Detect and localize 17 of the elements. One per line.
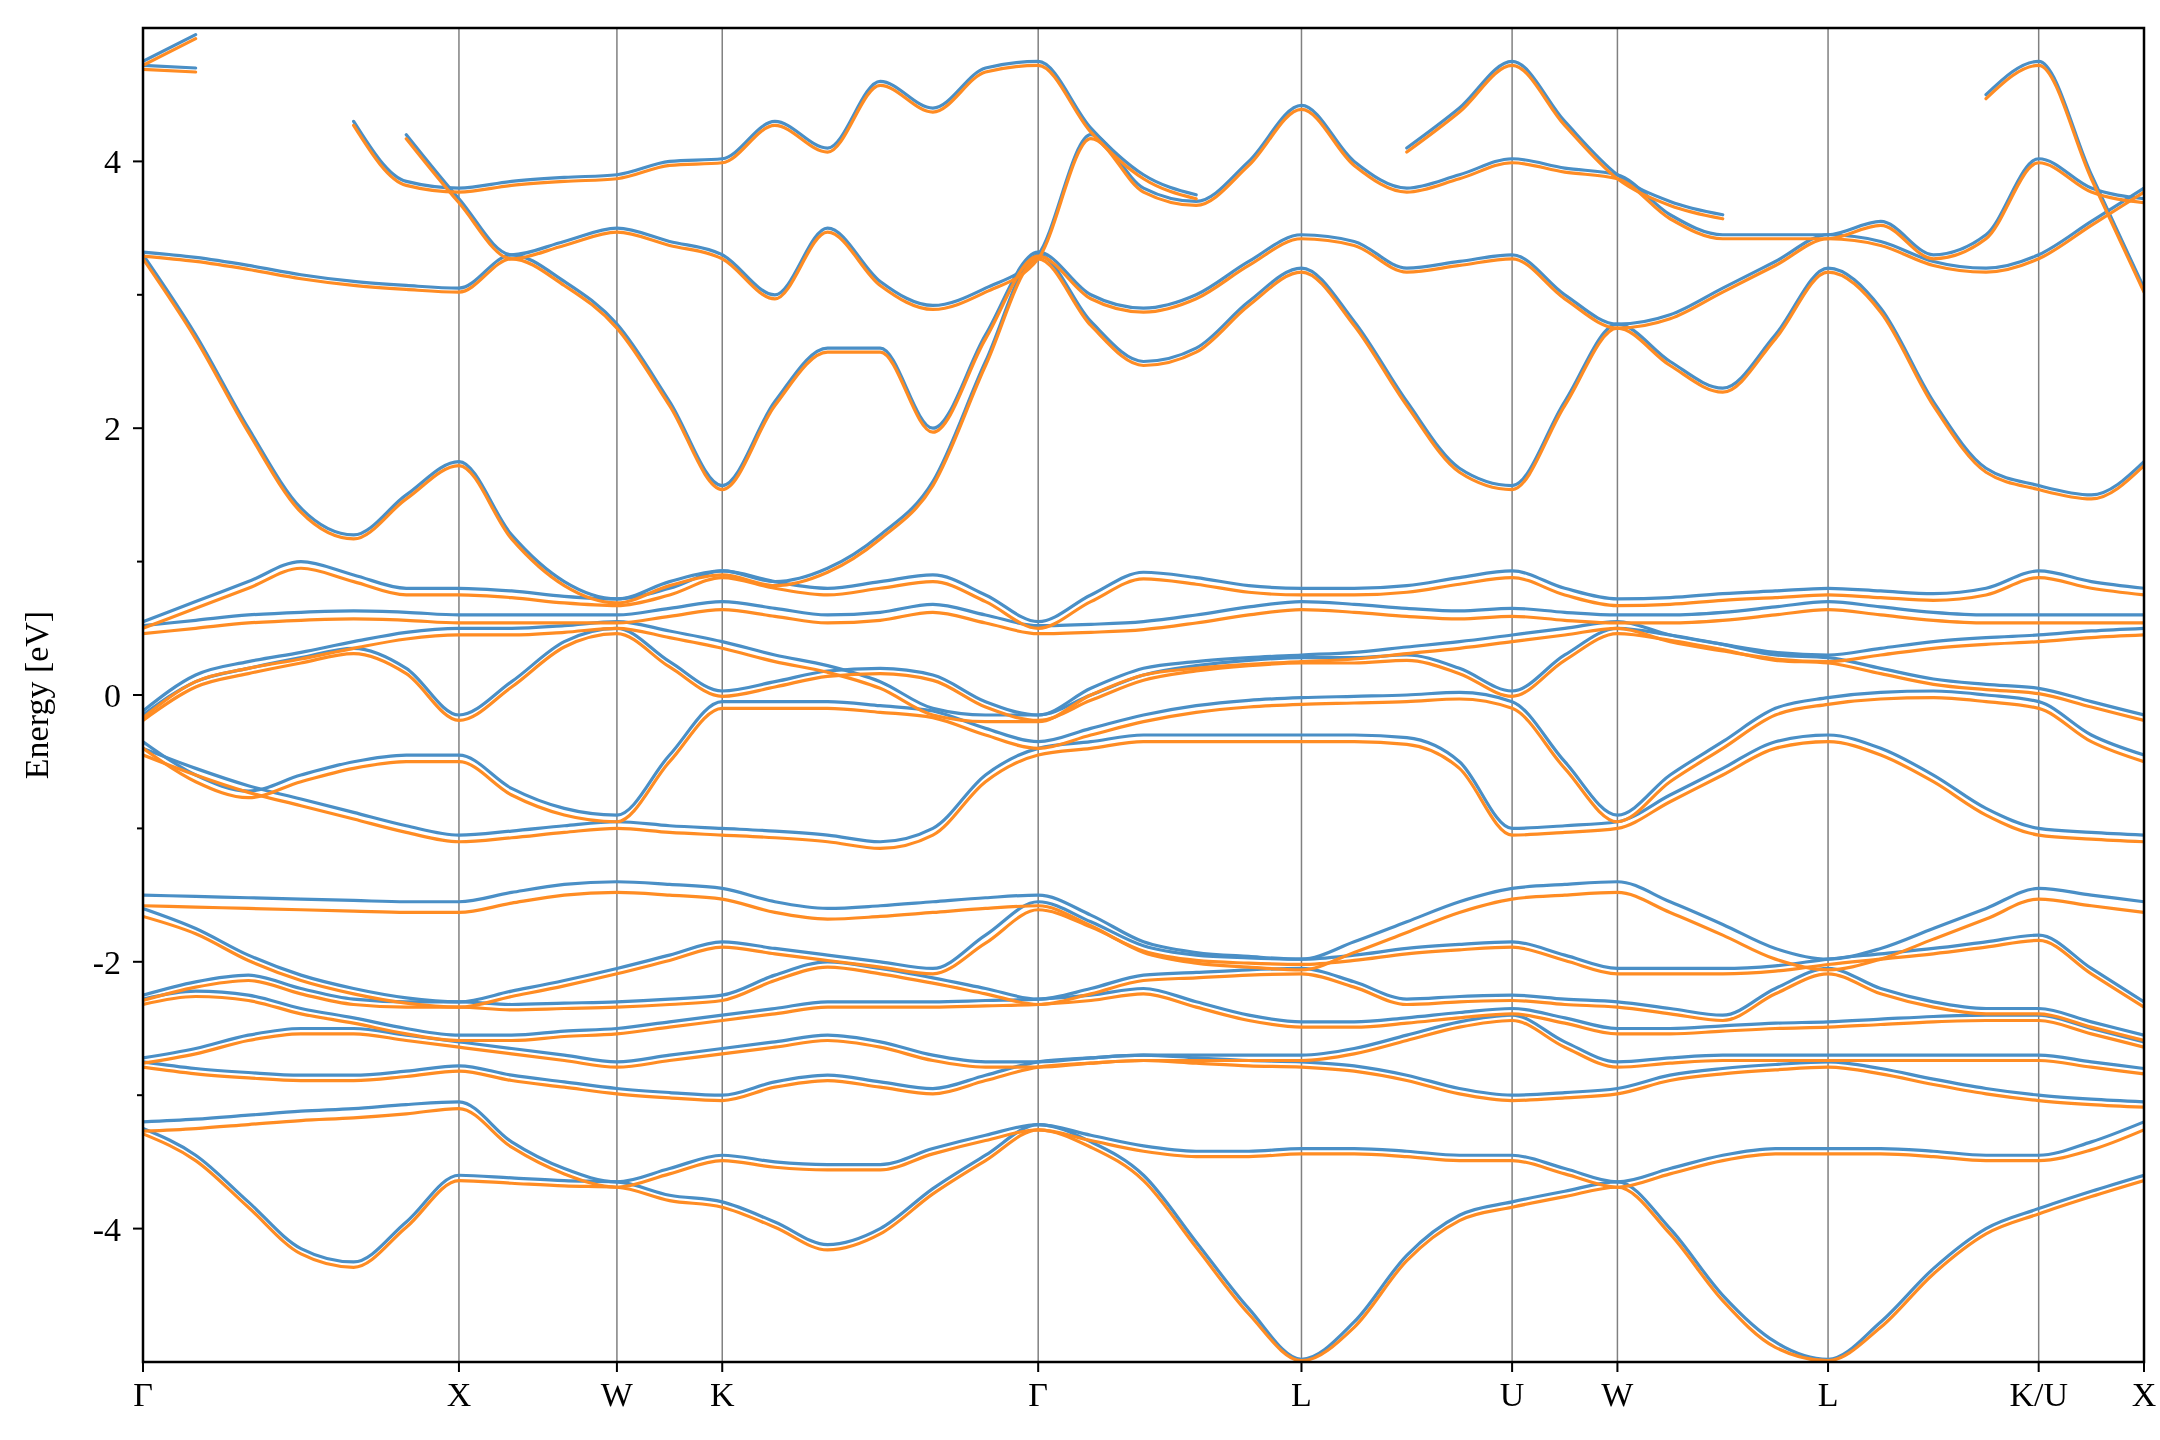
x-tick-label: Γ (133, 1376, 153, 1413)
x-tick-label: L (1817, 1376, 1839, 1413)
x-tick-label: U (1499, 1376, 1525, 1413)
x-tick-label: Γ (1028, 1376, 1049, 1413)
x-tick-label: X (2131, 1376, 2157, 1413)
x-tick-label: X (446, 1376, 472, 1413)
x-tick-label: W (600, 1376, 634, 1413)
y-tick-label: -2 (92, 943, 121, 981)
x-tick-label: K (709, 1376, 735, 1413)
y-tick-label: -4 (92, 1210, 121, 1248)
x-tick-label: W (1601, 1376, 1635, 1413)
y-tick-label: 0 (104, 676, 121, 714)
y-axis-title: Energy [eV] (18, 610, 55, 780)
y-tick-label: 2 (104, 410, 121, 448)
x-tick-label: K/U (2009, 1376, 2068, 1413)
x-tick-label: L (1291, 1376, 1312, 1413)
y-tick-label: 4 (104, 143, 121, 181)
